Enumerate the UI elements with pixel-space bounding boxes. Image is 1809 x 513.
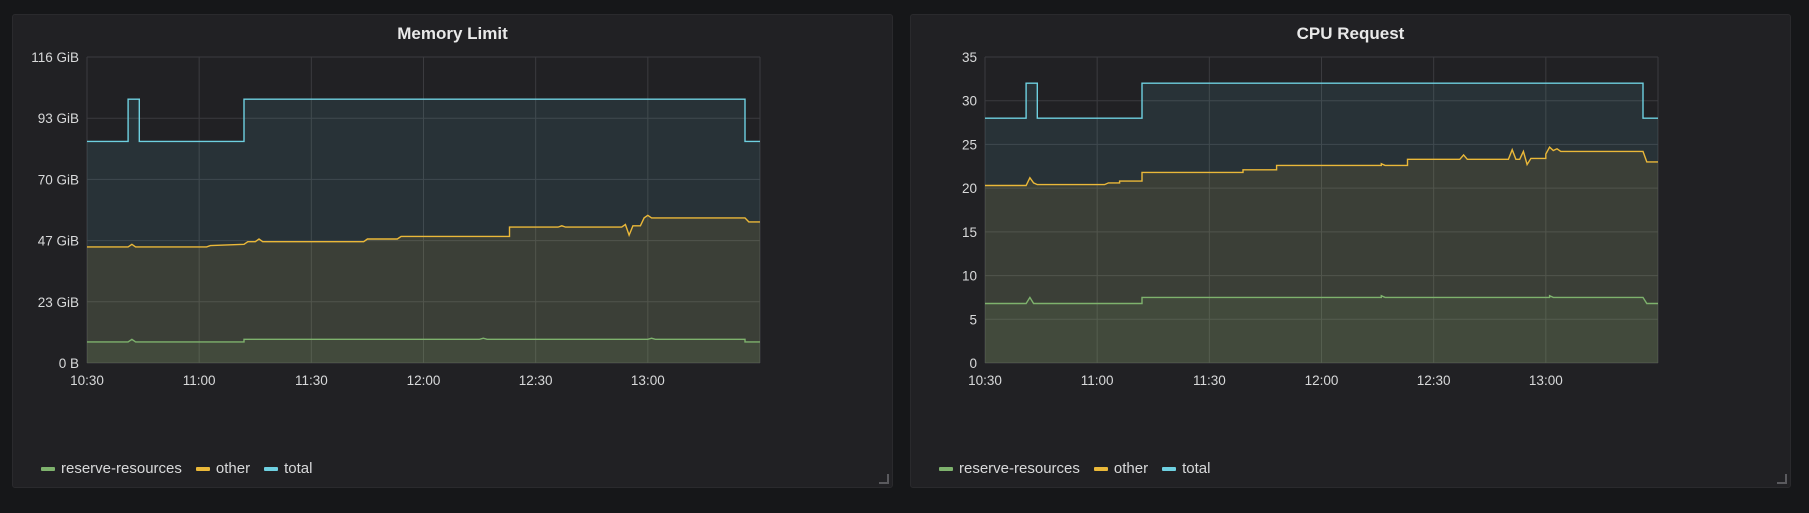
x-tick-label: 11:00 [1081,373,1114,388]
x-tick-label: 11:30 [295,373,328,388]
legend-item-total[interactable]: total [264,460,312,477]
legend-item-total[interactable]: total [1162,460,1210,477]
series-area-reserve-resources [985,295,1658,363]
legend: reserve-resources other total [939,460,1210,477]
legend-swatch [41,466,55,471]
y-tick-label: 93 GiB [38,111,79,126]
series-area-total [985,83,1658,363]
x-tick-label: 10:30 [70,373,104,388]
legend-label: other [215,460,251,477]
y-tick-label: 23 GiB [38,295,79,310]
series-line-reserve-resources [985,294,1658,305]
x-tick-label: 12:00 [407,373,441,388]
x-tick-label: 12:30 [1417,373,1451,388]
cpu-request-panel: CPU Request 0 5 10 15 20 25 30 35 10:30 11:00 11:3… [910,14,1791,488]
legend: reserve-resources other total [41,460,312,477]
resize-handle[interactable] [879,474,889,484]
x-tick-label: 11:00 [183,373,216,388]
memory-limit-chart: 0 B 23 GiB 47 GiB 70 GiB 93 GiB 116 GiB 10:30 1… [31,50,761,388]
legend-swatch [1162,466,1177,471]
legend-swatch [264,466,279,471]
panel-title[interactable]: CPU Request [1296,24,1405,43]
x-tick-label: 11:30 [1193,373,1226,388]
series-area-total [87,99,760,363]
panel-title[interactable]: Memory Limit [397,24,508,43]
x-tick-label: 13:00 [631,373,665,388]
legend-label: reserve-resources [959,460,1080,477]
legend-label: total [284,460,313,477]
legend-label: other [1113,460,1149,477]
y-tick-label: 35 [962,50,977,65]
legend-swatch [939,466,953,471]
legend-swatch [195,466,210,471]
y-tick-label: 70 GiB [38,172,79,187]
series-area-other [87,215,760,363]
grid [984,56,1659,364]
memory-limit-panel: Memory Limit 0 B 23 GiB 47 GiB 70 GiB 93 GiB… [12,14,893,488]
resize-handle[interactable] [1777,474,1787,484]
x-tick-label: 12:00 [1305,373,1339,388]
legend-item-reserve-resources[interactable]: reserve-resources [41,460,182,477]
grid [86,56,761,364]
y-tick-label: 10 [962,269,977,284]
y-tick-label: 5 [969,312,977,327]
y-tick-label: 47 GiB [38,234,79,249]
y-tick-label: 25 [962,137,977,152]
legend-label: total [1182,460,1211,477]
series-line-total [985,82,1658,119]
x-tick-label: 10:30 [968,373,1002,388]
series-area-reserve-resources [87,338,760,363]
legend-item-other[interactable]: other [1093,460,1149,477]
y-tick-label: 30 [962,94,977,109]
legend-item-other[interactable]: other [195,460,251,477]
x-tick-label: 13:00 [1529,373,1563,388]
legend-item-reserve-resources[interactable]: reserve-resources [939,460,1080,477]
cpu-request-chart: 0 5 10 15 20 25 30 35 10:30 11:00 11:30 12:00 12:30 1… [962,50,1659,388]
y-tick-label: 15 [962,225,977,240]
legend-label: reserve-resources [61,460,182,477]
series-area-other [985,147,1658,363]
y-tick-label: 116 GiB [31,50,79,65]
series-line-other [87,214,760,248]
y-tick-label: 20 [962,181,977,196]
x-tick-label: 12:30 [519,373,553,388]
series-line-other [985,145,1658,187]
series-line-reserve-resources [87,337,760,343]
series-line-total [87,98,760,143]
y-tick-label: 0 [969,356,977,371]
y-tick-label: 0 B [59,356,79,371]
legend-swatch [1093,466,1108,471]
